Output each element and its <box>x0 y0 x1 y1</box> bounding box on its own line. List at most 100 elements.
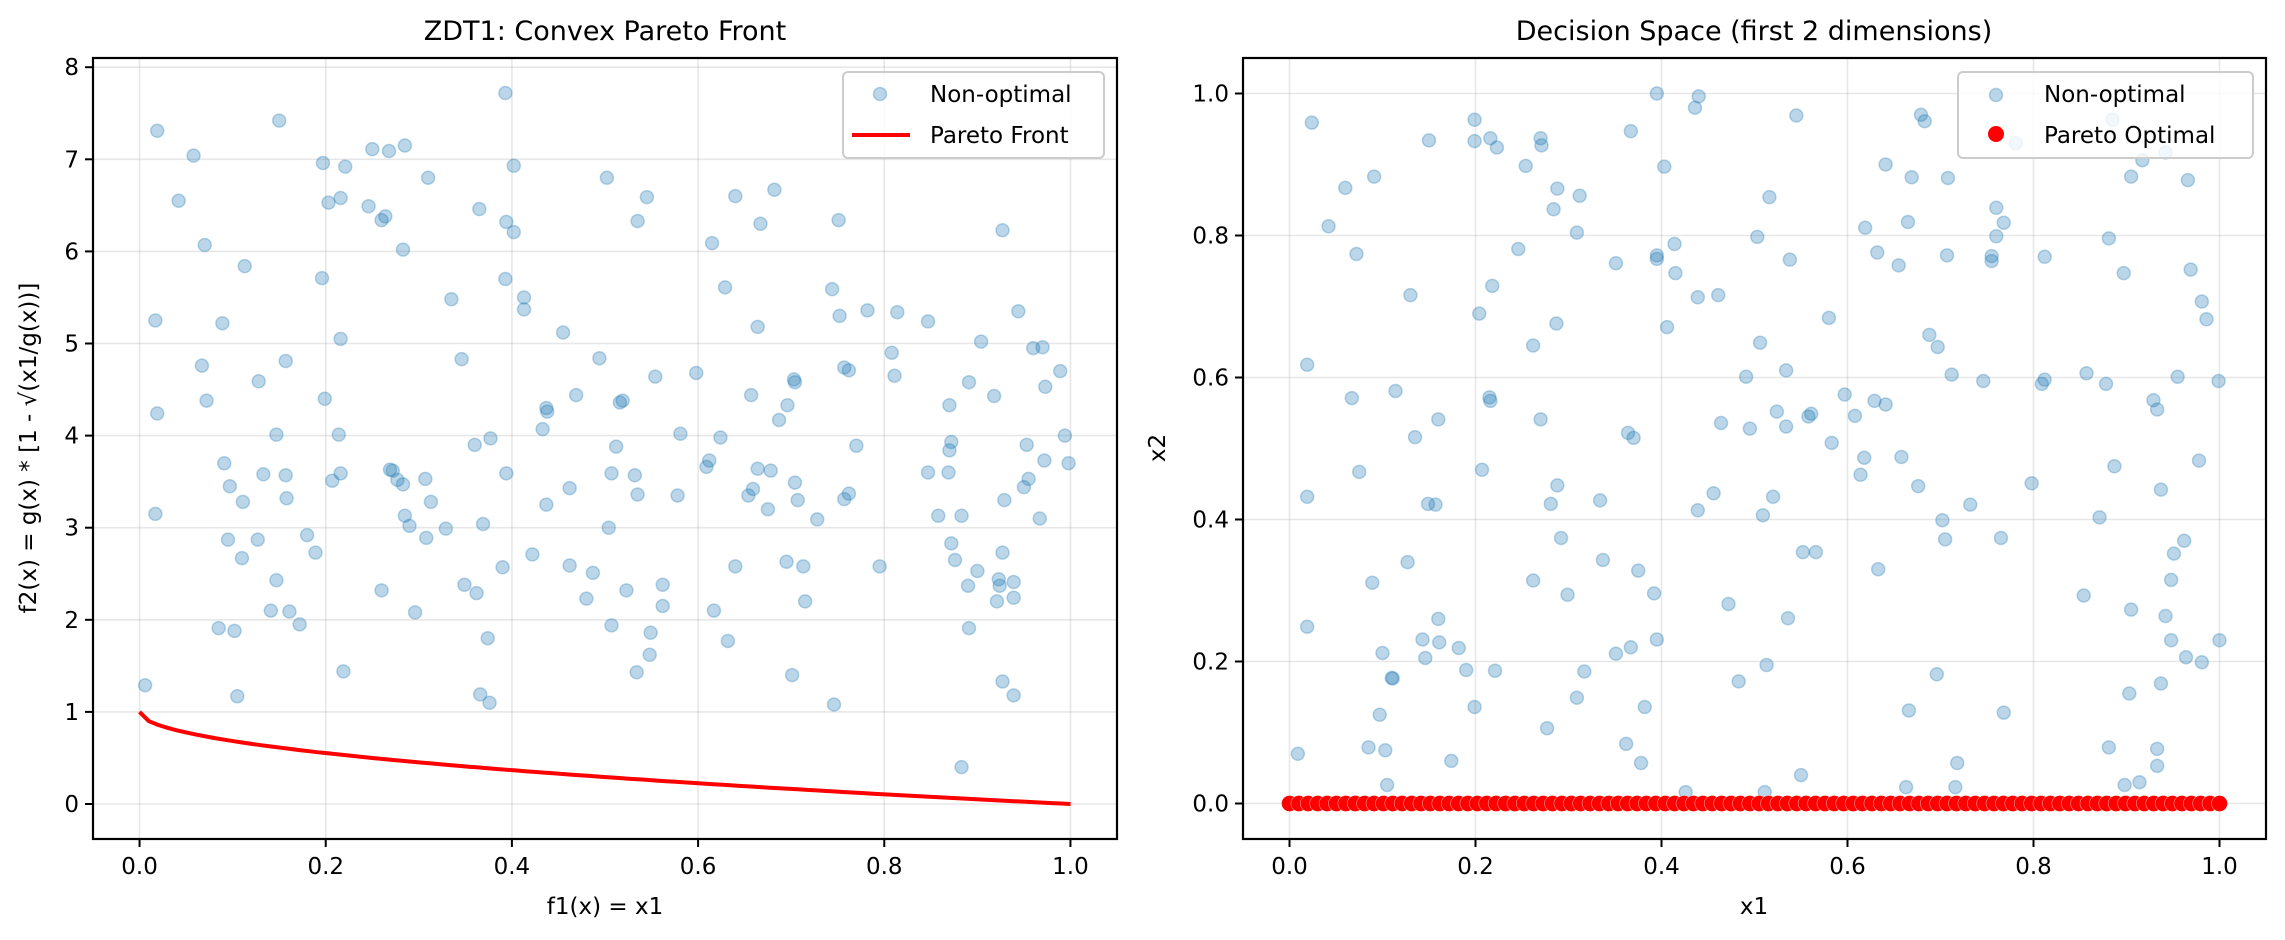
point-non-optimal <box>1984 253 1999 269</box>
point-non-optimal <box>1929 667 1945 682</box>
point-non-optimal <box>1626 430 1641 446</box>
x-tick-label: 1.0 <box>2201 854 2238 880</box>
point-non-optimal <box>1984 248 1999 264</box>
point-non-optimal <box>1910 478 1926 494</box>
point-non-optimal <box>397 508 413 523</box>
point-non-optimal <box>308 545 323 560</box>
point-non-optimal <box>2178 649 2194 665</box>
point-non-optimal <box>1431 611 1446 627</box>
point-non-optimal <box>991 572 1007 587</box>
point-non-optimal <box>2166 546 2182 561</box>
point-non-optimal <box>1738 369 1754 385</box>
point-non-optimal <box>1870 561 1886 577</box>
point-non-optimal <box>1403 287 1418 303</box>
point-non-optimal <box>1649 86 1665 101</box>
point-non-optimal <box>836 491 852 507</box>
point-non-optimal <box>841 362 857 378</box>
y-tick-label: 0.2 <box>1192 650 1229 676</box>
point-non-optimal <box>1993 530 2009 546</box>
point-non-optimal <box>706 603 722 618</box>
point-non-optimal <box>1762 189 1777 205</box>
point-non-optimal <box>1847 408 1863 424</box>
point-non-optimal <box>148 313 163 328</box>
chart-title: ZDT1: Convex Pareto Front <box>424 16 787 47</box>
point-non-optimal <box>604 618 619 633</box>
point-non-optimal <box>942 397 957 413</box>
point-non-optimal <box>279 490 294 506</box>
point-non-optimal <box>599 170 615 185</box>
point-non-optimal <box>1742 421 1758 436</box>
point-non-optimal <box>1900 214 1916 230</box>
point-non-optimal <box>2024 476 2039 491</box>
point-non-optimal <box>1338 180 1353 196</box>
point-non-optimal <box>331 427 347 442</box>
point-pareto-optimal <box>2211 795 2228 812</box>
point-non-optimal <box>498 271 513 287</box>
point-non-optimal <box>395 477 411 492</box>
point-non-optimal <box>1755 507 1771 523</box>
point-non-optimal <box>1543 496 1559 512</box>
point-non-optimal <box>1750 229 1765 245</box>
point-non-optimal <box>1467 133 1482 149</box>
x-tick-label: 0.2 <box>307 854 344 880</box>
point-non-optimal <box>947 552 963 568</box>
point-non-optimal <box>2183 262 2198 277</box>
legend-box <box>1957 71 2254 159</box>
point-non-optimal <box>753 216 768 232</box>
y-tick-label: 1.0 <box>1192 82 1229 108</box>
point-non-optimal <box>1546 201 1561 217</box>
point-non-optimal <box>1996 705 2011 720</box>
axes-frame <box>1241 56 2268 841</box>
point-non-optimal <box>499 466 514 481</box>
point-non-optimal <box>1550 478 1565 493</box>
point-non-optimal <box>1687 100 1703 115</box>
point-non-optimal <box>420 170 436 185</box>
point-non-optimal <box>222 479 238 494</box>
point-non-optimal <box>1922 327 1937 343</box>
point-non-optimal <box>702 453 717 468</box>
x-tick-label: 0.4 <box>494 854 531 880</box>
legend: Non-optimal Pareto Front <box>842 71 1105 159</box>
point-non-optimal <box>655 598 670 614</box>
point-non-optimal <box>787 475 803 490</box>
y-tick-label: 6 <box>64 239 79 265</box>
point-non-optimal <box>278 353 293 369</box>
point-non-optimal <box>2149 402 2165 417</box>
point-non-optimal <box>1940 170 1956 186</box>
point-non-optimal <box>1400 554 1415 570</box>
point-non-optimal <box>750 319 765 335</box>
point-non-optimal <box>1032 511 1047 526</box>
point-non-optimal <box>2153 676 2169 691</box>
point-non-optimal <box>1484 278 1500 294</box>
point-non-optimal <box>1618 736 1634 752</box>
point-non-optimal <box>639 189 655 205</box>
point-non-optimal <box>2194 654 2210 670</box>
point-non-optimal <box>525 547 540 562</box>
point-non-optimal <box>568 387 584 403</box>
point-non-optimal <box>321 195 336 210</box>
point-non-optimal <box>826 697 842 712</box>
point-non-optimal <box>1511 241 1526 257</box>
point-non-optimal <box>728 188 743 204</box>
point-non-optimal <box>673 426 688 442</box>
point-non-optimal <box>954 759 969 775</box>
point-non-optimal <box>1963 497 1978 512</box>
x-tick-label: 0.0 <box>121 854 158 880</box>
point-non-optimal <box>1019 437 1034 453</box>
point-non-optimal <box>1525 338 1541 353</box>
point-non-optimal <box>251 374 266 389</box>
point-non-optimal <box>717 280 733 295</box>
point-non-optimal <box>2037 372 2052 387</box>
point-non-optimal <box>1458 662 1474 678</box>
point-non-optimal <box>1646 586 1662 601</box>
point-non-optimal <box>2170 369 2185 385</box>
x-axis-label: f1(x) = x1 <box>547 894 663 920</box>
point-non-optimal <box>2176 533 2192 549</box>
point-non-optimal <box>256 467 271 482</box>
x-tick-label: 0.0 <box>1271 854 1308 880</box>
point-non-optimal <box>931 508 946 523</box>
y-tick-label: 0.6 <box>1192 366 1229 392</box>
point-non-optimal <box>629 665 644 680</box>
point-non-optimal <box>995 674 1010 689</box>
point-non-optimal <box>728 559 743 574</box>
